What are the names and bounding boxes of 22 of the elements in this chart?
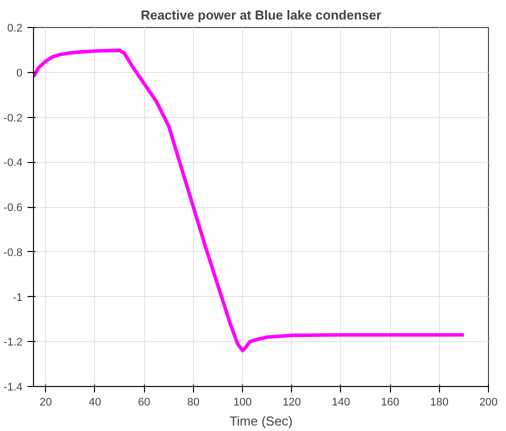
y-tick-label: -0.2 bbox=[4, 112, 23, 124]
y-tick-label: -1 bbox=[12, 292, 22, 304]
x-axis-title: Time (Sec) bbox=[229, 414, 293, 428]
y-tick-label: -1.2 bbox=[4, 336, 23, 349]
chart-title: Reactive power at Blue lake condenser bbox=[140, 8, 382, 22]
x-tick-label: 140 bbox=[332, 396, 350, 408]
x-tick-label: 80 bbox=[187, 396, 200, 408]
x-tick-label: 120 bbox=[282, 396, 301, 408]
line-series bbox=[34, 48, 466, 352]
y-tick-label: -0.6 bbox=[4, 202, 23, 214]
y-tick-label: -0.8 bbox=[4, 246, 23, 259]
y-tick-label: -1.4 bbox=[4, 382, 23, 394]
x-tick-label: 200 bbox=[479, 396, 498, 408]
x-tick-label: 40 bbox=[88, 396, 102, 408]
x-tick-label: 60 bbox=[138, 396, 150, 408]
y-tick-label: 0 bbox=[16, 67, 23, 80]
x-tick-label: 100 bbox=[233, 396, 252, 408]
x-tick-label: 180 bbox=[430, 396, 448, 408]
y-tick-label: 0.2 bbox=[7, 22, 23, 34]
y-tick-label: -0.4 bbox=[4, 157, 23, 170]
x-tick-label: 160 bbox=[380, 396, 400, 408]
x-tick-label: 20 bbox=[40, 396, 52, 408]
